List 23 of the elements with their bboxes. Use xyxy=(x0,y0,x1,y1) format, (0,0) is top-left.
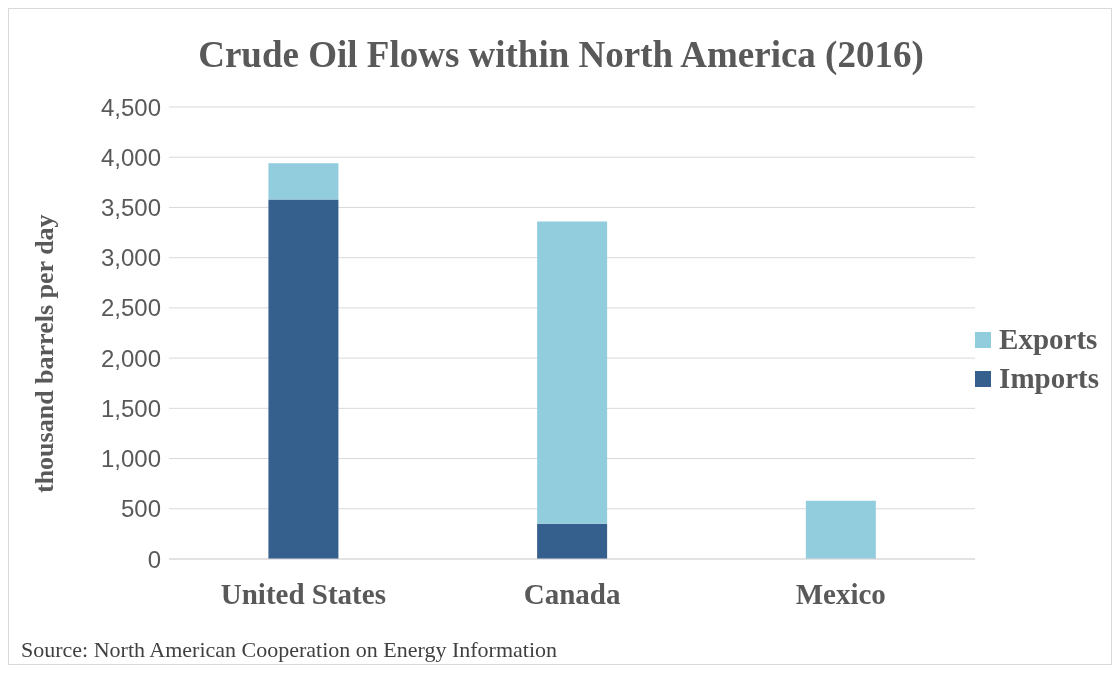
bar xyxy=(268,199,339,559)
y-axis-title: thousand barrels per day xyxy=(30,214,60,493)
x-tick-label: Canada xyxy=(523,577,621,610)
y-tick-label: 3,000 xyxy=(100,244,161,272)
y-tick-label: 2,000 xyxy=(100,344,161,372)
y-tick-label: 1,000 xyxy=(100,445,161,473)
bar xyxy=(268,163,339,200)
x-tick-label: United States xyxy=(220,577,386,610)
y-tick-label: 1,500 xyxy=(100,394,161,422)
x-tick-label: Mexico xyxy=(795,577,886,610)
chart-title: Crude Oil Flows within North America (2016) xyxy=(197,33,925,76)
y-tick-label: 2,500 xyxy=(100,294,161,322)
y-tick-label: 500 xyxy=(120,495,161,523)
source-note: Source: North American Cooperation on Energy Information xyxy=(21,637,558,663)
y-tick-label: 4,500 xyxy=(100,93,161,121)
y-tick-label: 3,500 xyxy=(100,193,161,221)
bar xyxy=(537,523,608,559)
bar xyxy=(805,500,876,559)
legend-label: Exports xyxy=(999,323,1098,356)
y-tick-label: 0 xyxy=(147,545,161,573)
y-tick-label: 4,000 xyxy=(100,143,161,171)
bar xyxy=(537,221,608,524)
legend-label: Imports xyxy=(999,362,1099,395)
